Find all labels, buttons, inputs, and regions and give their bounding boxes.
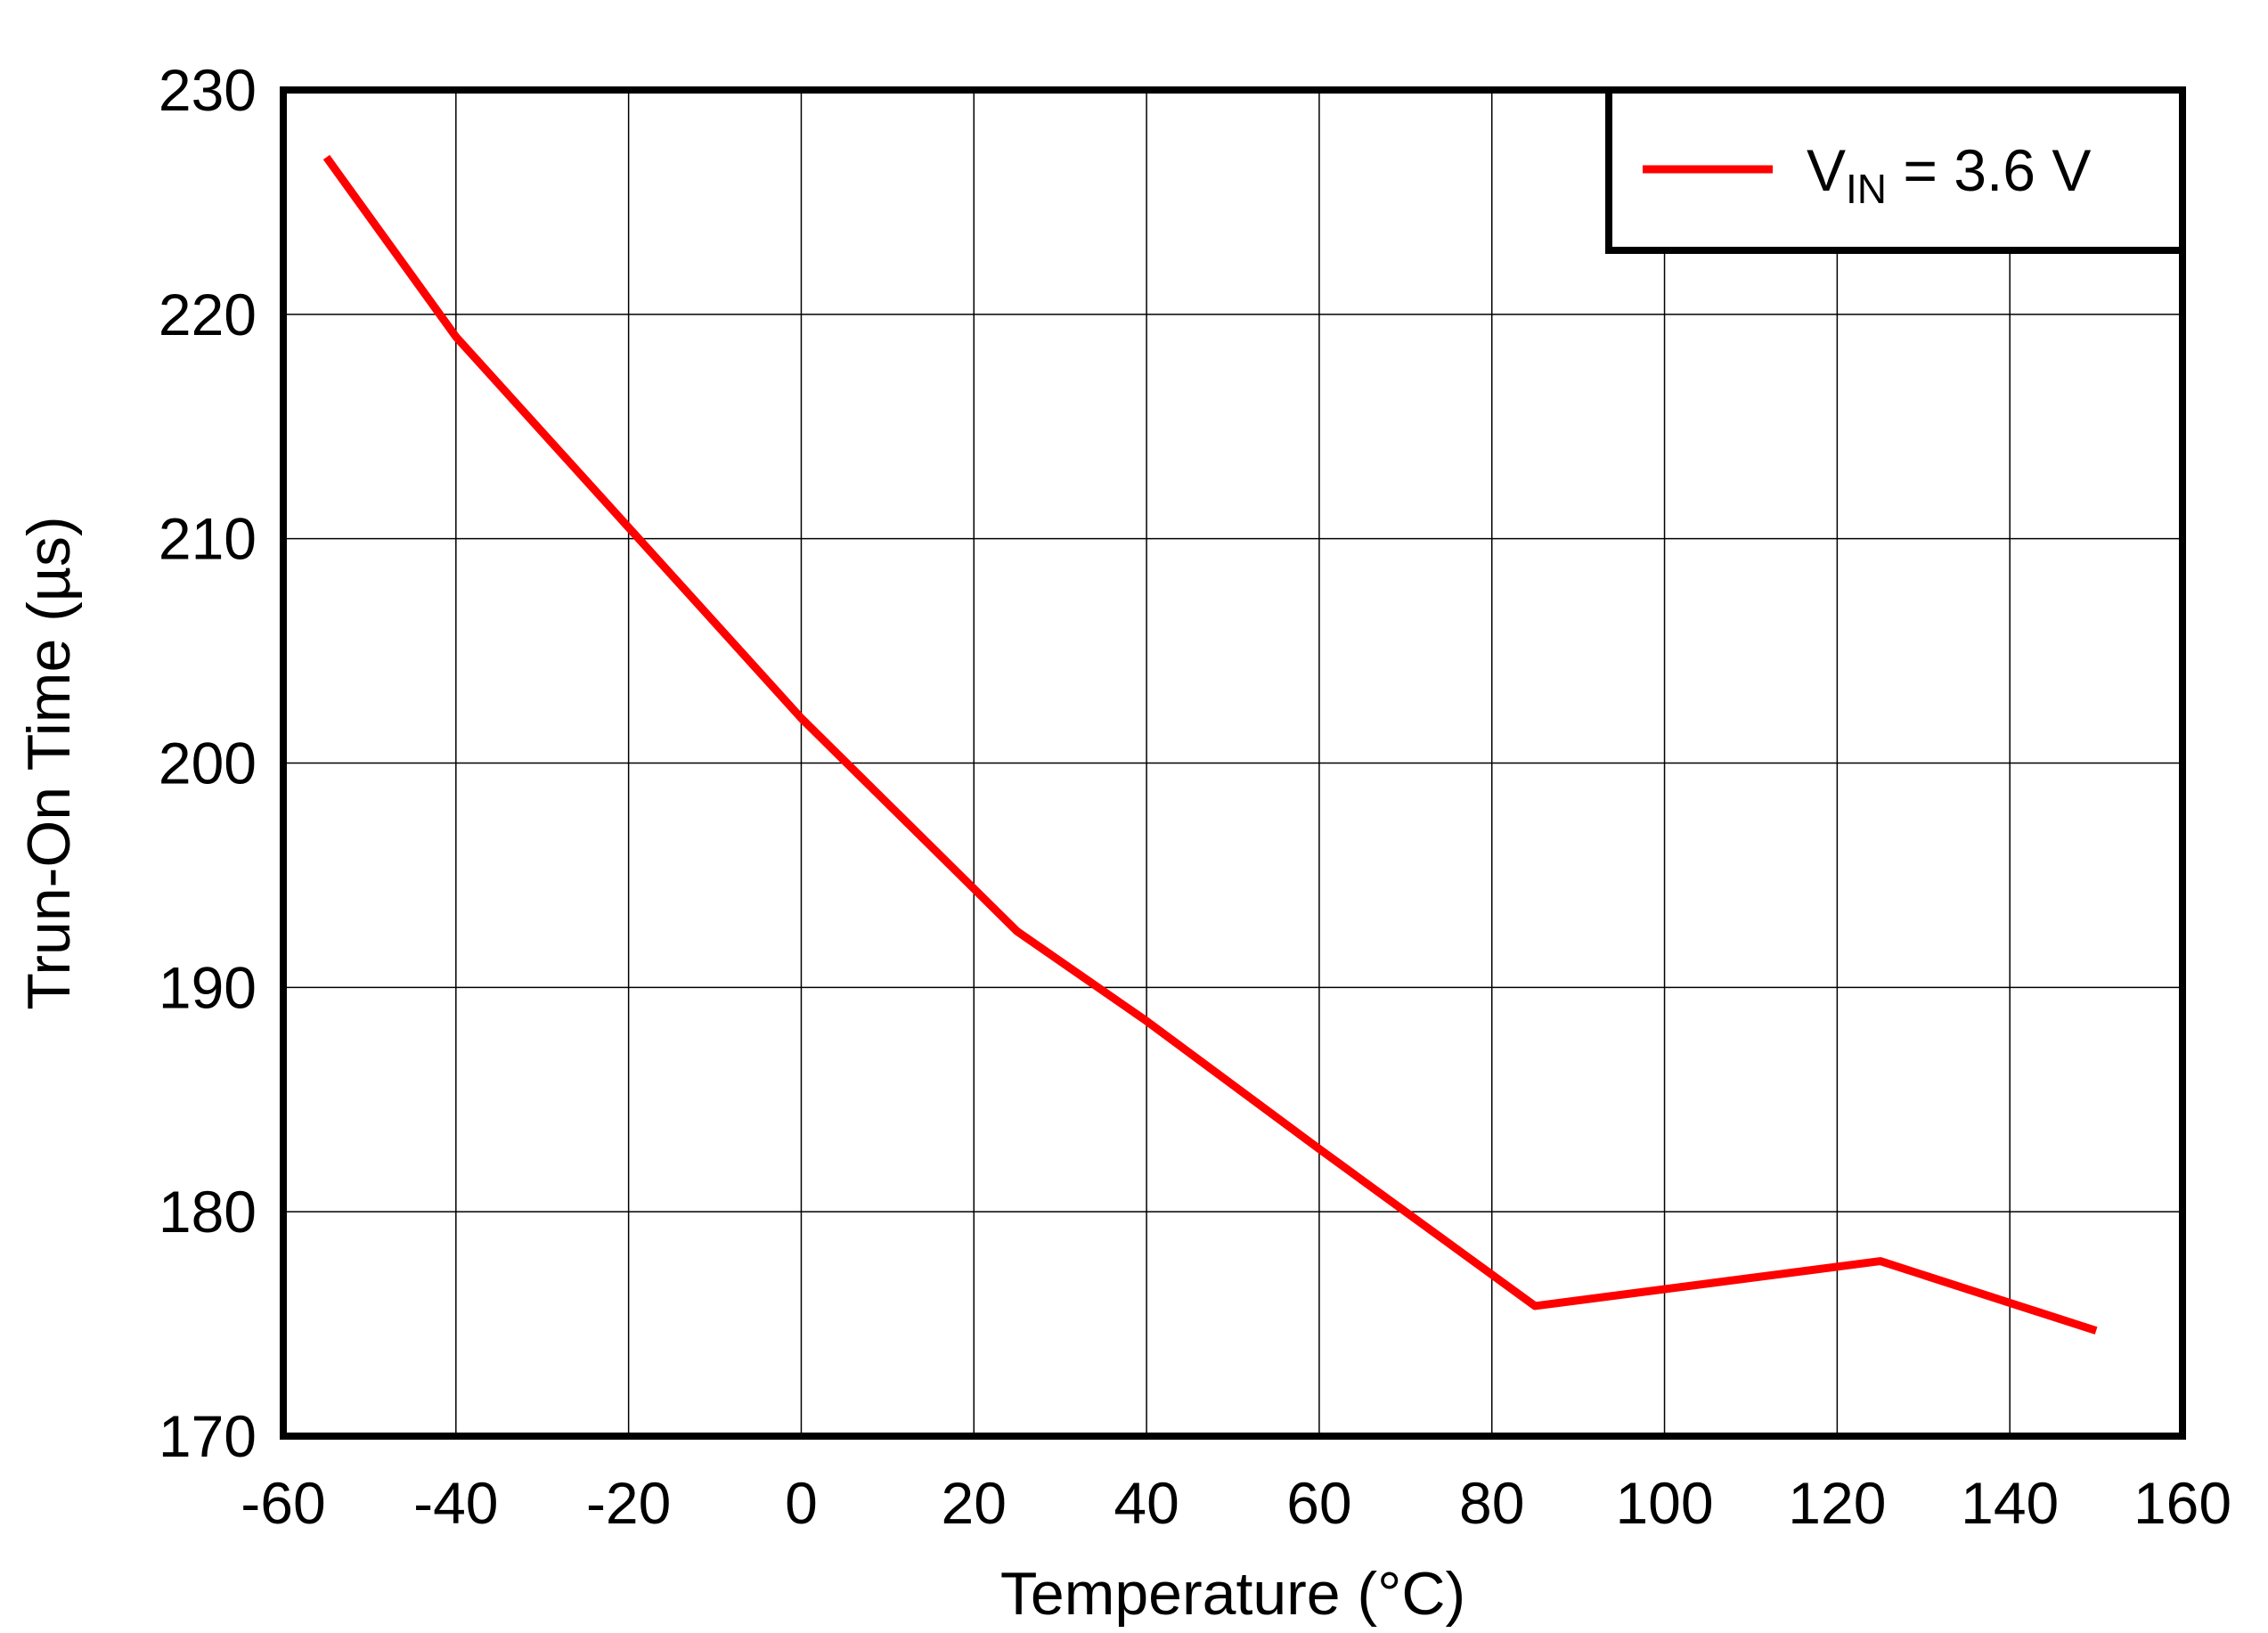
plot-frame [280, 86, 2186, 1440]
y-tick-label: 220 [159, 282, 257, 347]
x-tick-label: 40 [1114, 1470, 1179, 1536]
series-layer [322, 154, 2098, 1335]
x-tick-label: 20 [942, 1470, 1007, 1536]
grid [283, 90, 2182, 1436]
x-tick-label: 100 [1615, 1470, 1713, 1536]
y-tick-label: 230 [159, 57, 257, 123]
legend-series-subscript: IN [1846, 166, 1887, 212]
legend-series-name: V [1807, 137, 1846, 203]
x-tick-label: 140 [1961, 1470, 2059, 1536]
y-axis-title: Trun-On Time (µs) [15, 516, 83, 1009]
x-axis-title: Temperature (°C) [1000, 1560, 1465, 1628]
x-tick-label: -60 [241, 1470, 325, 1536]
y-tick-label: 180 [159, 1179, 257, 1245]
x-tick-label: -20 [586, 1470, 671, 1536]
x-tick-label: 60 [1286, 1470, 1351, 1536]
y-tick-label: 210 [159, 506, 257, 572]
y-tick-label: 170 [159, 1403, 257, 1469]
x-tick-label: 160 [2133, 1470, 2231, 1536]
y-tick-label: 200 [159, 731, 257, 796]
legend: VIN = 3.6 V [1605, 86, 2186, 254]
y-tick-label: 190 [159, 954, 257, 1020]
legend-entry: VIN = 3.6 V [1807, 137, 2091, 212]
series-line [322, 154, 2098, 1335]
x-tick-label: -40 [413, 1470, 498, 1536]
legend-series-suffix: = 3.6 V [1887, 137, 2091, 203]
x-tick-label: 80 [1459, 1470, 1524, 1536]
y-tick-labels: 170 180 190 200 210 220 230 [159, 57, 257, 1469]
x-tick-label: 120 [1788, 1470, 1886, 1536]
x-tick-label: 0 [785, 1470, 818, 1536]
x-tick-labels: -60 -40 -20 0 20 40 60 80 100 120 140 160 [241, 1470, 2231, 1536]
